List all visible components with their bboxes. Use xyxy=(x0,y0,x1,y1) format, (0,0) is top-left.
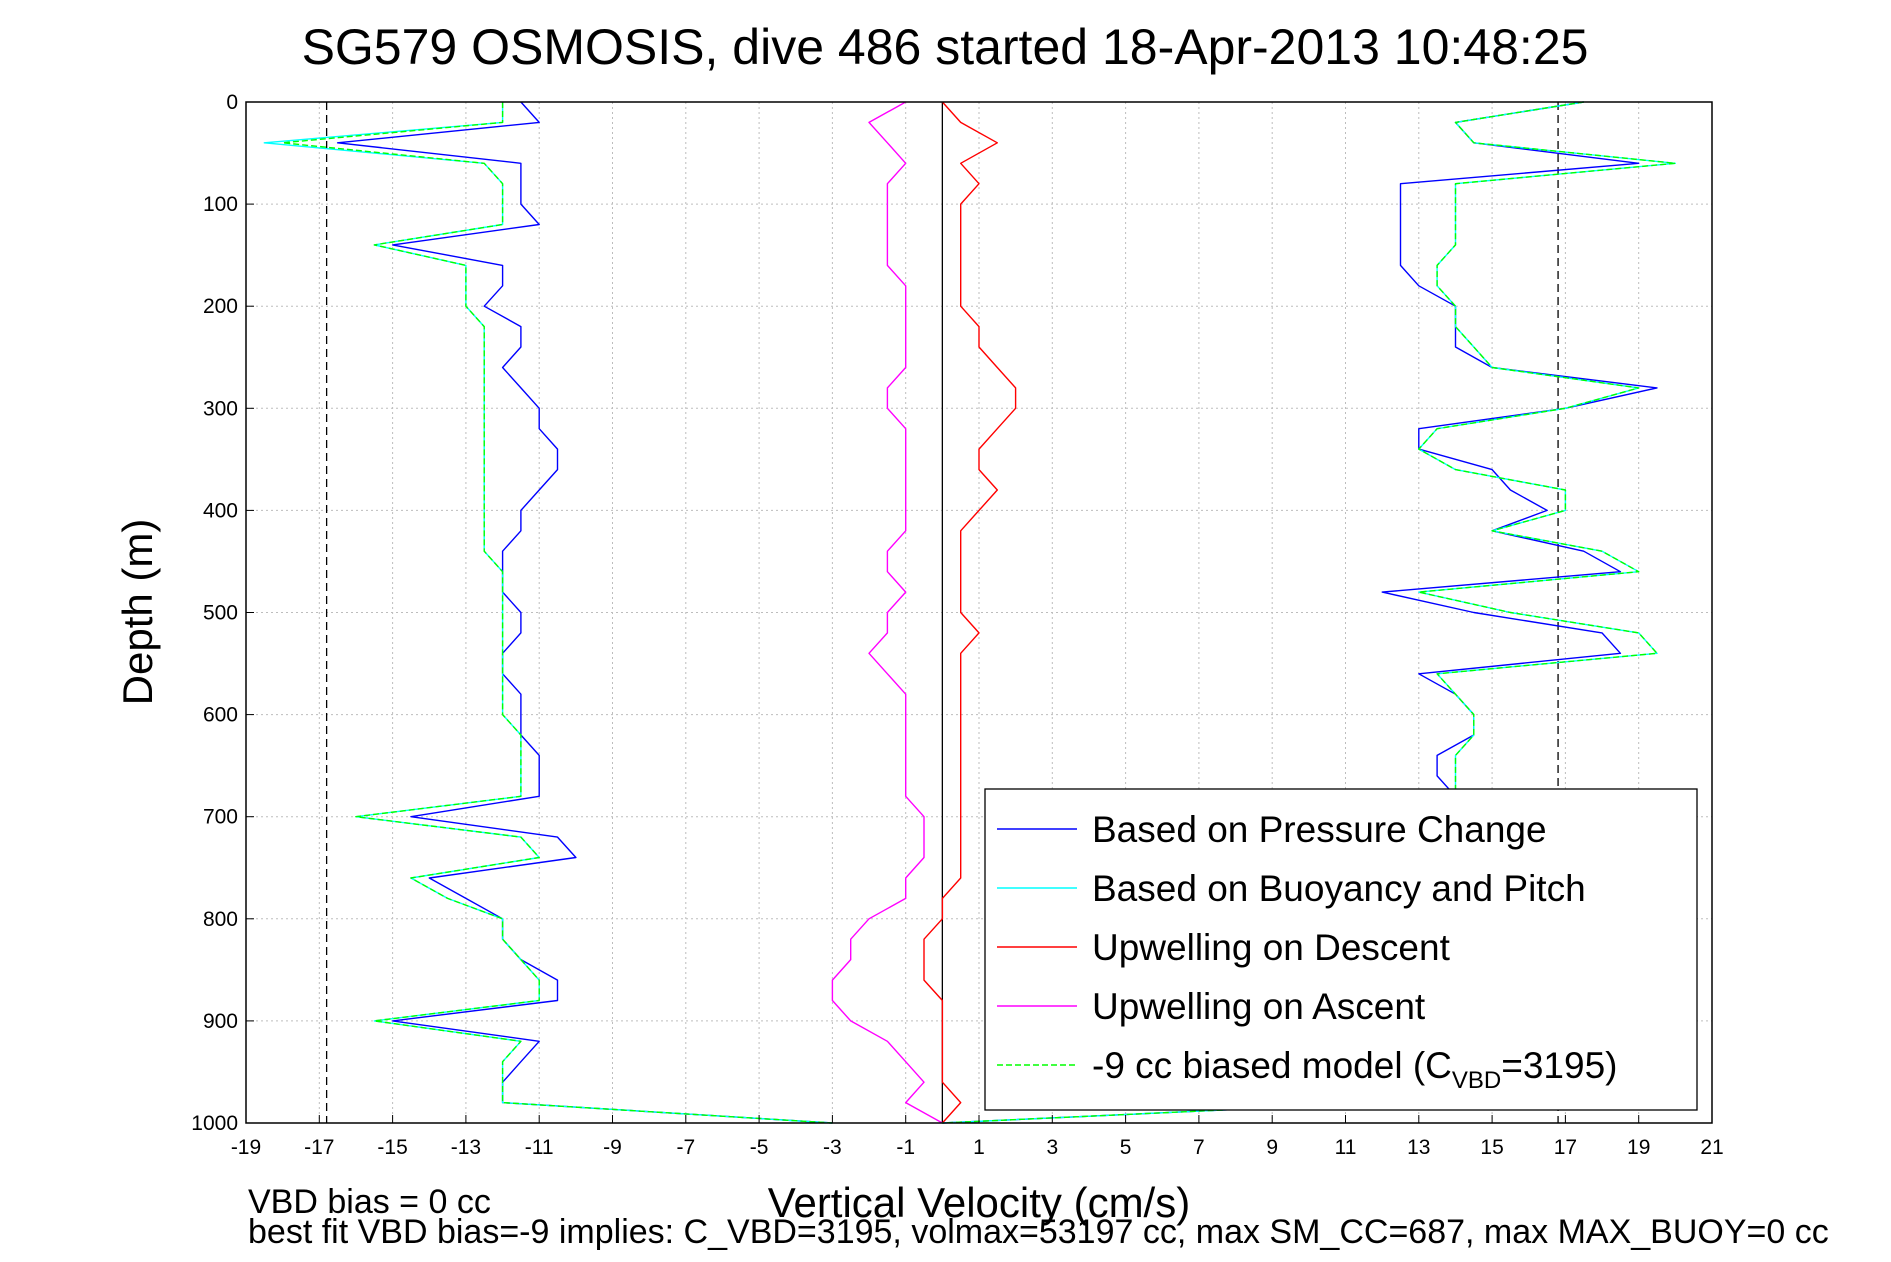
x-tick-label: -9 xyxy=(603,1136,622,1159)
y-axis-label: Depth (m) xyxy=(114,519,161,706)
x-tick-label: -1 xyxy=(896,1136,915,1159)
y-tick-label: 100 xyxy=(203,193,238,216)
x-tick-label: 13 xyxy=(1407,1136,1430,1159)
x-tick-label: 1 xyxy=(973,1136,985,1159)
x-tick-label: 15 xyxy=(1480,1136,1503,1159)
legend-entry-1: Based on Buoyancy and Pitch xyxy=(1092,868,1586,909)
series-9-cc-biased-model-c-vbd-3195-descent-line xyxy=(281,102,833,1124)
y-tick-label: 1000 xyxy=(191,1112,238,1135)
x-tick-label: 5 xyxy=(1120,1136,1132,1159)
legend: Based on Pressure Change Based on Buoyanc… xyxy=(984,788,1698,1111)
y-tick-label: 800 xyxy=(203,908,238,931)
x-tick-label: -3 xyxy=(823,1136,842,1159)
legend-entry-4: -9 cc biased model (CVBD=3195) xyxy=(1092,1045,1617,1094)
footnote-vbd-bias: VBD bias = 0 cc xyxy=(248,1183,491,1221)
x-tick-label: 11 xyxy=(1335,1136,1357,1159)
y-tick-label: 400 xyxy=(203,499,238,522)
x-tick-label: -15 xyxy=(377,1136,407,1159)
y-tick-label: 600 xyxy=(203,704,238,727)
x-tick-label: 19 xyxy=(1627,1136,1650,1159)
x-tick-label: -13 xyxy=(451,1136,481,1159)
x-tick-label: 3 xyxy=(1046,1136,1058,1159)
y-tick-label: 0 xyxy=(226,91,238,114)
data-series xyxy=(263,101,1677,1124)
x-tick-label: -5 xyxy=(750,1136,769,1159)
x-tick-label: 17 xyxy=(1554,1136,1577,1159)
x-axis-label: Vertical Velocity (cm/s) xyxy=(768,1179,1190,1226)
y-tick-label: 300 xyxy=(203,397,238,420)
y-tick-label: 700 xyxy=(203,806,238,829)
x-tick-label: 9 xyxy=(1266,1136,1278,1159)
chart-title: SG579 OSMOSIS, dive 486 started 18-Apr-2… xyxy=(302,19,1589,75)
legend-entry-0: Based on Pressure Change xyxy=(1092,809,1547,850)
series-9-cc-biased-model-c-vbd-3195-ascent-line xyxy=(942,101,1677,1124)
legend-entry-2: Upwelling on Descent xyxy=(1092,927,1451,968)
footnote-best-fit: best fit VBD bias=-9 implies: C_VBD=3195… xyxy=(248,1213,1829,1251)
legend-box xyxy=(984,788,1698,1111)
y-tick-label: 200 xyxy=(203,295,238,318)
series-upwelling-on-descent-line xyxy=(923,101,1017,1124)
x-tick-label: 21 xyxy=(1700,1136,1723,1159)
x-tick-label: -19 xyxy=(231,1136,261,1159)
y-tick-label: 500 xyxy=(203,602,238,625)
series-upwelling-on-ascent-line xyxy=(831,101,943,1124)
x-axis-ticks: -19 -17 -15 -13 -11 -9 -7 -5 -3 -1 1 3 5 7 9 11 13 15 17 19… xyxy=(231,1115,1724,1159)
x-tick-label: -7 xyxy=(676,1136,695,1159)
x-tick-label: -11 xyxy=(525,1136,554,1159)
x-tick-label: -17 xyxy=(304,1136,334,1159)
x-tick-label: 7 xyxy=(1193,1136,1205,1159)
legend-entry-3: Upwelling on Ascent xyxy=(1092,986,1426,1027)
y-axis-ticks: 0 100 200 300 400 500 600 700 800 900 1000 xyxy=(191,91,254,1135)
y-tick-label: 900 xyxy=(203,1010,238,1033)
